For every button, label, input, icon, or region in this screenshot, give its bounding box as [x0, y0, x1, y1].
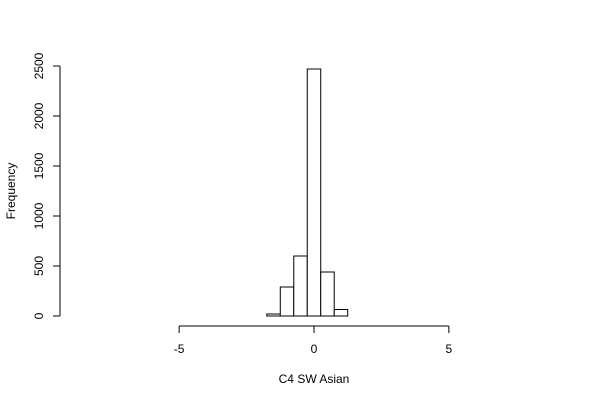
x-tick-label: 0 [311, 342, 318, 356]
y-tick-label: 2500 [32, 52, 46, 79]
bar [320, 271, 335, 317]
y-tick-label: 1000 [32, 202, 46, 229]
y-tick-label: 0 [32, 312, 46, 319]
bar [266, 313, 281, 317]
bar [306, 68, 322, 317]
y-tick-label: 1500 [32, 152, 46, 179]
y-tick-label: 500 [32, 256, 46, 276]
bar [333, 309, 349, 317]
x-tick-label: 5 [446, 342, 453, 356]
x-axis-label: C4 SW Asian [279, 372, 350, 386]
x-tick-label: -5 [174, 342, 185, 356]
bar [279, 286, 295, 317]
y-axis-label: Frequency [4, 163, 18, 220]
bar [293, 255, 308, 317]
y-tick-label: 2000 [32, 102, 46, 129]
